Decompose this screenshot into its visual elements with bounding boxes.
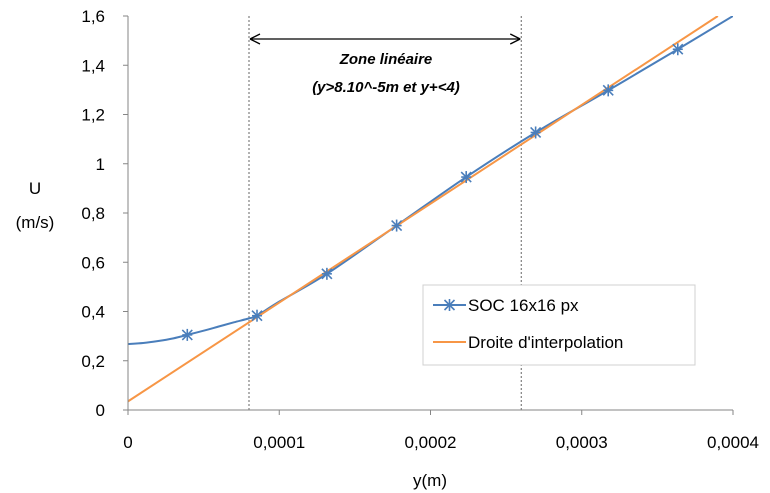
y-tick-label: 0,2 xyxy=(81,352,105,371)
soc-data-point xyxy=(602,84,614,97)
soc-data-point xyxy=(251,309,263,322)
soc-data-point xyxy=(391,219,403,232)
legend-marker-soc-star xyxy=(443,299,456,311)
y-tick-label: 1 xyxy=(96,155,105,174)
zone-arrow-head-right xyxy=(509,33,521,45)
legend: SOC 16x16 px Droite d'interpolation xyxy=(422,284,696,366)
x-tick-label: 0 xyxy=(123,433,132,452)
legend-marker-soc xyxy=(443,299,456,311)
zone-label-title: Zone linéaire xyxy=(339,51,433,68)
y-tick-label: 1,6 xyxy=(81,7,105,26)
y-tick-label: 1,2 xyxy=(81,106,105,125)
soc-data-point xyxy=(321,267,333,280)
x-tick-label: 0,0003 xyxy=(556,433,608,452)
plot-area xyxy=(128,16,733,410)
interpolation-line xyxy=(128,16,719,403)
linear-zone-annotation: Zone linéaire (y>8.10^-5m et y+<4) xyxy=(312,51,460,96)
soc-data-point xyxy=(460,171,472,184)
soc-data-point xyxy=(672,43,684,56)
y-tick-label: 0,4 xyxy=(81,303,105,322)
zone-arrow-head-left xyxy=(249,33,261,45)
axes xyxy=(123,15,734,415)
y-tick-label: 1,4 xyxy=(81,56,105,75)
legend-box xyxy=(422,284,696,366)
y-axis-title-line1: U xyxy=(29,179,41,198)
legend-label-soc: SOC 16x16 px xyxy=(468,296,579,315)
x-axis-title: y(m) xyxy=(413,471,447,490)
y-axis-title-line2: (m/s) xyxy=(16,213,55,232)
soc-data-point xyxy=(181,328,193,341)
y-tick-labels: 0 0,2 0,4 0,6 0,8 1 1,2 1,4 1,6 xyxy=(81,7,105,420)
y-tick-label: 0,8 xyxy=(81,204,105,223)
x-tick-label: 0,0002 xyxy=(405,433,457,452)
zone-label-condition: (y>8.10^-5m et y+<4) xyxy=(312,79,460,96)
soc-data-point xyxy=(530,126,542,139)
x-tick-label: 0,0001 xyxy=(253,433,305,452)
x-tick-label: 0,0004 xyxy=(707,433,759,452)
x-tick-labels: 0 0,0001 0,0002 0,0003 0,0004 xyxy=(123,433,759,452)
y-tick-label: 0 xyxy=(96,401,105,420)
y-tick-label: 0,6 xyxy=(81,253,105,272)
legend-label-interpolation: Droite d'interpolation xyxy=(468,333,623,352)
